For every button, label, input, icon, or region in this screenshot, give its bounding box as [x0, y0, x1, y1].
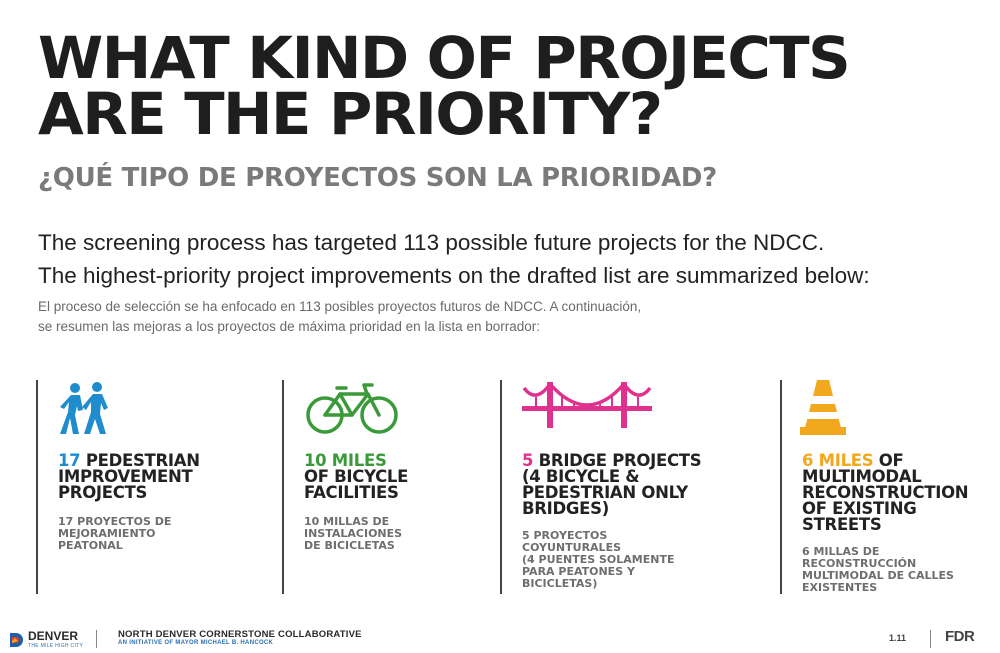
- stat-spanish-pedestrian: 17 PROYECTOS DE MEJORAMIENTO PEATONAL: [58, 516, 171, 552]
- stat-spanish-line: MULTIMODAL DE CALLES: [802, 569, 954, 582]
- stat-number: 17: [58, 451, 81, 470]
- stat-heading-line: FACILITIES: [304, 483, 399, 502]
- stat-column-multimodal: 6 MILES OF MULTIMODAL RECONSTRUCTION OF …: [780, 380, 982, 594]
- stat-spanish-line: (4 PUENTES SOLAMENTE: [522, 553, 675, 566]
- stat-spanish-multimodal: 6 MILLAS DE RECONSTRUCCIÓN MULTIMODAL DE…: [802, 546, 954, 594]
- stat-heading-bicycle: 10 MILES OF BICYCLE FACILITIES: [304, 451, 409, 502]
- denver-logo-text: DENVER: [28, 629, 79, 643]
- stat-column-bridge: 5 BRIDGE PROJECTS (4 BICYCLE & PEDESTRIA…: [500, 380, 772, 594]
- stat-spanish-line: 5 PROYECTOS: [522, 529, 608, 542]
- intro-en-line-1: The screening process has targeted 113 p…: [38, 230, 825, 255]
- stat-heading-line: OF BICYCLE: [304, 467, 409, 486]
- intro-spanish: El proceso de selección se ha enfocado e…: [38, 297, 641, 337]
- stat-spanish-line: INSTALACIONES: [304, 527, 403, 540]
- stat-heading-line: OF: [873, 451, 904, 470]
- bridge-icon: [522, 380, 652, 433]
- stat-heading-line: IMPROVEMENT: [58, 467, 193, 486]
- stat-spanish-line: 6 MILLAS DE: [802, 545, 880, 558]
- stat-column-pedestrian: 17 PEDESTRIAN IMPROVEMENT PROJECTS 17 PR…: [36, 380, 278, 594]
- traffic-cone-icon: [800, 380, 846, 441]
- page-number: 1.11: [889, 633, 907, 643]
- stat-spanish-line: RECONSTRUCCIÓN: [802, 557, 917, 570]
- intro-es-line-1: El proceso de selección se ha enfocado e…: [38, 299, 642, 314]
- page-title: WHAT KIND OF PROJECTS ARE THE PRIORITY?: [38, 29, 851, 143]
- stat-spanish-line: MEJORAMIENTO: [58, 527, 156, 540]
- stat-heading-line: MULTIMODAL: [802, 467, 922, 486]
- pedestrians-icon: [58, 382, 114, 441]
- stat-heading-line: (4 BICYCLE &: [522, 467, 640, 486]
- page-subtitle-spanish: ¿QUÉ TIPO DE PROYECTOS SON LA PRIORIDAD?: [38, 163, 717, 193]
- stat-spanish-line: 17 PROYECTOS DE: [58, 515, 172, 528]
- footer-divider: [96, 630, 97, 648]
- denver-logo-icon: [8, 632, 24, 653]
- stat-spanish-bridge: 5 PROYECTOS COYUNTURALES (4 PUENTES SOLA…: [522, 530, 674, 590]
- stat-number: 6 MILES: [802, 451, 874, 470]
- stat-spanish-line: EXISTENTES: [802, 581, 878, 594]
- stat-heading-pedestrian: 17 PEDESTRIAN IMPROVEMENT PROJECTS: [58, 451, 200, 502]
- stat-heading-line: OF EXISTING: [802, 499, 917, 518]
- stat-number: 10 MILES: [304, 451, 387, 470]
- stat-spanish-bicycle: 10 MILLAS DE INSTALACIONES DE BICICLETAS: [304, 516, 402, 552]
- stat-heading-line: BRIDGES): [522, 499, 609, 518]
- intro-english: The screening process has targeted 113 p…: [38, 226, 870, 292]
- stat-heading-line: PROJECTS: [58, 483, 148, 502]
- denver-tagline: THE MILE HIGH CITY: [28, 643, 84, 649]
- stat-heading-bridge: 5 BRIDGE PROJECTS (4 BICYCLE & PEDESTRIA…: [522, 451, 702, 518]
- bicycle-icon: [304, 380, 400, 441]
- collaborative-name: NORTH DENVER CORNERSTONE COLLABORATIVE: [118, 629, 362, 640]
- stat-heading-line: RECONSTRUCTION: [802, 483, 969, 502]
- stat-spanish-line: PARA PEATONES Y: [522, 565, 635, 578]
- page-footer: DENVER THE MILE HIGH CITY NORTH DENVER C…: [0, 624, 1000, 652]
- stat-spanish-line: COYUNTURALES: [522, 541, 621, 554]
- stat-heading-line: PEDESTRIAN ONLY: [522, 483, 688, 502]
- title-line-2: ARE THE PRIORITY?: [38, 80, 663, 148]
- stat-spanish-line: BICICLETAS): [522, 577, 598, 590]
- stat-number: 5: [522, 451, 534, 470]
- title-line-1: WHAT KIND OF PROJECTS: [38, 24, 851, 92]
- stat-spanish-line: 10 MILLAS DE: [304, 515, 390, 528]
- collaborative-subtitle: AN INITIATIVE OF MAYOR MICHAEL B. HANCOC…: [118, 640, 274, 646]
- stat-spanish-line: DE BICICLETAS: [304, 539, 395, 552]
- intro-es-line-2: se resumen las mejoras a los proyectos d…: [38, 319, 540, 334]
- stat-spanish-line: PEATONAL: [58, 539, 123, 552]
- stat-heading-line: PEDESTRIAN: [80, 451, 200, 470]
- intro-en-line-2: The highest-priority project improvement…: [38, 263, 870, 288]
- stat-heading-multimodal: 6 MILES OF MULTIMODAL RECONSTRUCTION OF …: [802, 451, 969, 534]
- footer-divider: [930, 630, 931, 648]
- stat-heading-line: STREETS: [802, 515, 882, 534]
- stat-heading-line: BRIDGE PROJECTS: [533, 451, 702, 470]
- hdr-logo: FDR: [945, 628, 975, 645]
- stat-column-bicycle: 10 MILES OF BICYCLE FACILITIES 10 MILLAS…: [282, 380, 494, 594]
